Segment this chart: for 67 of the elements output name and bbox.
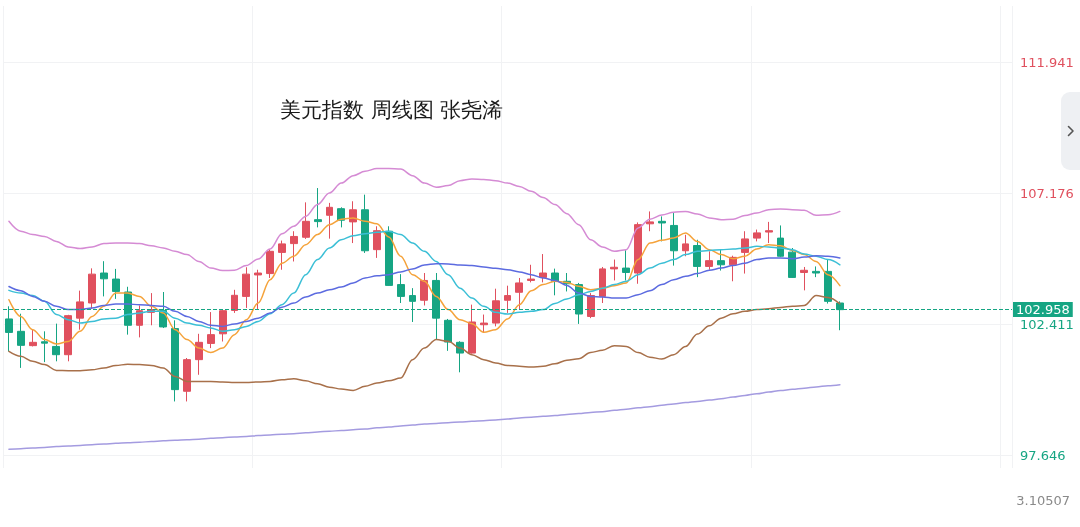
candlestick [361, 194, 369, 254]
candlestick [290, 230, 298, 262]
candlestick [76, 290, 84, 331]
candlestick [622, 249, 630, 281]
candlestick [658, 215, 666, 242]
candlestick [515, 277, 523, 311]
candlestick [800, 266, 808, 291]
text: 3.10507 [1016, 493, 1071, 508]
line-series [8, 230, 841, 333]
candlestick [587, 292, 595, 319]
candlestick [670, 212, 678, 267]
line-series [8, 254, 841, 328]
line-series [8, 383, 841, 451]
candlestick [468, 304, 476, 355]
candlestick [17, 313, 25, 369]
candlestick [266, 248, 274, 279]
candlestick [812, 265, 820, 278]
candlestick [100, 260, 108, 297]
candlestick [254, 269, 262, 310]
y-tick-label: 111.941 [1020, 55, 1074, 71]
candlestick [551, 268, 559, 296]
candlestick [242, 266, 250, 309]
candlestick [610, 259, 618, 281]
line-series [8, 294, 841, 392]
candlestick [64, 314, 72, 362]
candlestick [824, 258, 832, 305]
candlestick [88, 267, 96, 310]
candlestick [492, 288, 500, 327]
candlestick [373, 225, 381, 259]
candlestick [302, 201, 310, 240]
candlestick [504, 285, 511, 314]
candlestick [599, 266, 606, 304]
candlestick [753, 229, 761, 242]
line-series [8, 167, 841, 272]
candlestick [207, 311, 215, 349]
line-series [8, 217, 841, 354]
candlestick [444, 318, 452, 352]
candlestick [231, 289, 238, 314]
candlestick [195, 333, 203, 376]
candlestick [326, 202, 333, 240]
ref-line-label: 102.958 [1016, 302, 1070, 318]
candlestick [385, 225, 393, 287]
candlestick [29, 329, 37, 347]
text: 美元指数 周线图 张尧浠 [280, 97, 504, 122]
candlestick [480, 314, 488, 334]
candlestick [646, 210, 654, 232]
candlestick [136, 304, 143, 338]
candlestick [527, 264, 535, 283]
candlestick [41, 330, 48, 363]
candlestick [788, 247, 796, 279]
candlestick [717, 248, 725, 272]
y-tick-label: 102.411 [1020, 317, 1074, 333]
candlestick [314, 187, 322, 228]
candlestick [420, 272, 428, 306]
candlestick [682, 234, 689, 257]
candlestick [539, 253, 547, 283]
candlestick [112, 268, 120, 300]
candlestick [171, 319, 179, 402]
candlestick [278, 240, 286, 271]
y-tick-label: 107.176 [1020, 186, 1074, 202]
candlestick [705, 250, 713, 271]
candlestick [765, 221, 773, 244]
candlestick [52, 323, 60, 362]
candlestick [183, 357, 191, 402]
y-tick-label: 97.646 [1020, 448, 1066, 464]
candlestick [397, 273, 405, 304]
candlestick [634, 221, 642, 285]
